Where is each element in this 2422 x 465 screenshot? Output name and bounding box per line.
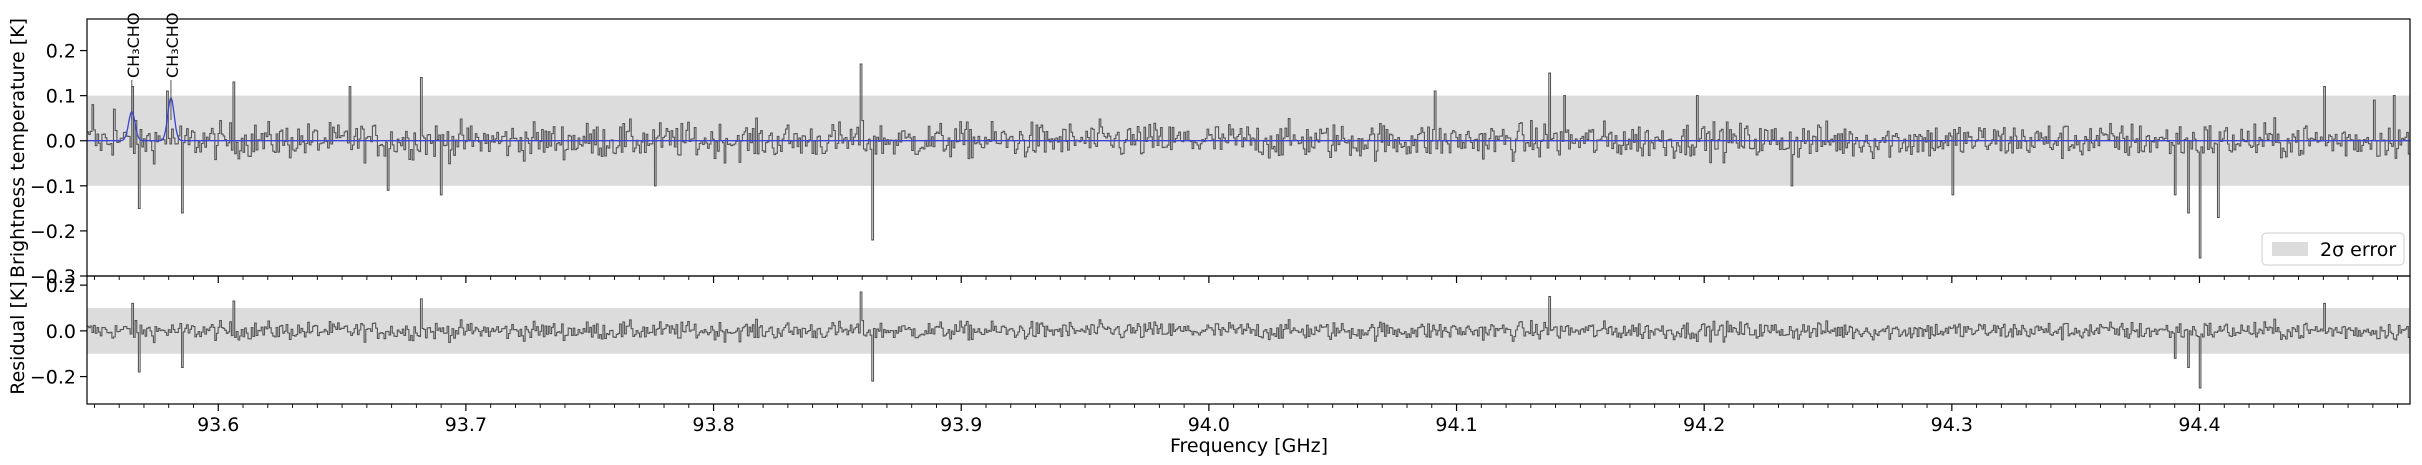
top-model-line [87, 96, 2410, 142]
spectrum-panel: CH₃CHO CH₃CHO 0.2 0.1 0.0 −0.1 −0.2 −0.3 Brigh… [7, 13, 2411, 288]
y-tick-label: 0.1 [46, 86, 76, 108]
line-annotations: CH₃CHO CH₃CHO [124, 13, 182, 120]
x-tick-label: 94.0 [1188, 414, 1230, 436]
legend-frame [2261, 232, 2405, 266]
top-y-axis-label: Brightness temperature [K] [7, 18, 29, 278]
y-tick-label: 0.2 [46, 275, 76, 297]
y-tick-label: −0.3 [30, 266, 76, 288]
x-tick-label: 94.3 [1931, 414, 1973, 436]
y-tick-label: 0.0 [46, 131, 76, 153]
bottom-y-axis-label: Residual [K] [7, 281, 29, 395]
x-tick-label: 93.9 [940, 414, 982, 436]
legend: 2σ error [2261, 232, 2405, 266]
residual-spectrum [87, 291, 2410, 389]
x-axis-label: Frequency [GHz] [1170, 435, 1328, 457]
residual-panel: 0.20.0−0.2 93.6 93.7 93.8 93.9 94.0 94.1 94.2 9… [7, 275, 2411, 457]
y-tick-label: −0.1 [30, 176, 76, 198]
x-tick-label: 94.2 [1683, 414, 1725, 436]
x-tick-label: 94.4 [2178, 414, 2220, 436]
top-x-ticks [93, 276, 2399, 283]
legend-label: 2σ error [2320, 239, 2396, 261]
x-tick-label: 93.6 [197, 414, 239, 436]
bottom-y-ticks: 0.2 0.0 −0.2 [30, 275, 87, 389]
top-y-ticks: 0.2 0.1 0.0 −0.1 −0.2 −0.3 [30, 41, 87, 288]
bottom-x-ticks: 93.6 93.7 93.8 93.9 94.0 94.1 94.2 94.3 94.4 [93, 404, 2399, 436]
y-tick-label: 0.2 [46, 41, 76, 63]
x-tick-label: 94.1 [1435, 414, 1477, 436]
top-observed-spectrum [87, 63, 2410, 259]
x-tick-label: 93.8 [692, 414, 734, 436]
bottom-axes-frame [86, 275, 2411, 405]
x-tick-label: 93.7 [445, 414, 487, 436]
y-tick-label: −0.2 [30, 221, 76, 243]
y-tick-label: 0.0 [46, 321, 76, 343]
y-tick-label: −0.2 [30, 367, 76, 389]
legend-swatch [2272, 242, 2308, 256]
annotation-label-0: CH₃CHO [124, 13, 143, 78]
annotation-label-1: CH₃CHO [163, 13, 182, 78]
